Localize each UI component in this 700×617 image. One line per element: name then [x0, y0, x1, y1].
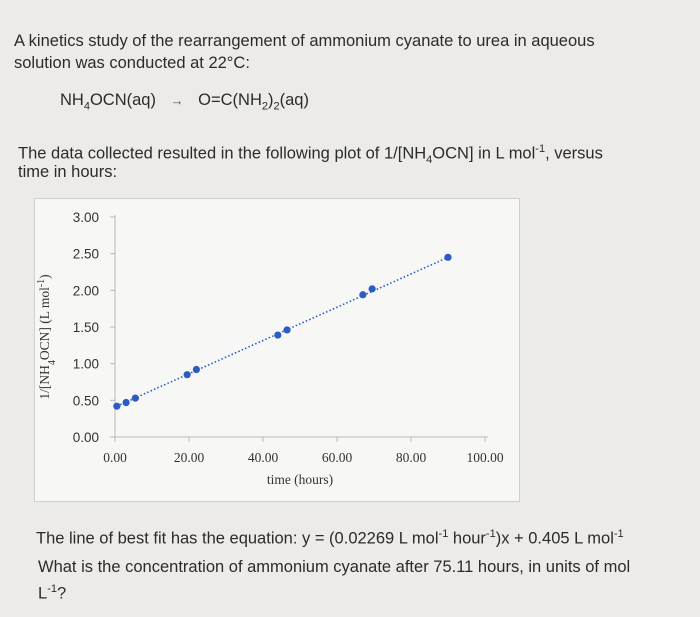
data-point — [131, 394, 139, 402]
y-axis-label: 1/[NH4OCN] (L mol-1) — [36, 274, 58, 399]
x-tick-label: 0.00 — [103, 450, 127, 465]
data-point — [192, 365, 200, 374]
x-axis-label: time (hours) — [267, 472, 333, 487]
question-line2: L-1? — [38, 583, 67, 603]
best-fit-equation: The line of best fit has the equation: y… — [36, 528, 624, 548]
x-tick-label: 80.00 — [396, 450, 427, 465]
y-tick-label: 0.50 — [73, 393, 99, 408]
intro-text-line1: A kinetics study of the rearrangement of… — [14, 32, 595, 50]
reaction-reactant: NH4OCN(aq) — [60, 91, 156, 113]
trendline — [116, 256, 449, 407]
data-description-line1: The data collected resulted in the follo… — [18, 143, 603, 166]
chart-panel: 0.00 0.50 1.00 1.50 2.00 2.50 3.00 0.00 20.00 40.… — [34, 198, 520, 502]
x-tick-label: 60.00 — [322, 450, 353, 465]
reaction-equation: NH4OCN(aq) → O=C(NH2)2(aq) — [60, 91, 309, 112]
y-tick-label: 1.50 — [73, 320, 99, 335]
y-tick-label: 2.50 — [73, 247, 99, 262]
x-tick-label: 20.00 — [174, 450, 205, 465]
data-point — [274, 331, 282, 339]
data-point — [368, 285, 376, 293]
x-tick-label: 100.00 — [466, 450, 503, 465]
scatter-chart: 0.00 0.50 1.00 1.50 2.00 2.50 3.00 0.00 20.00 40.… — [36, 210, 504, 487]
data-point — [113, 402, 121, 410]
data-description-line2: time in hours: — [18, 163, 118, 181]
reaction-product: O=C(NH2)2(aq) — [198, 91, 309, 113]
data-point — [444, 253, 452, 261]
reaction-arrow: → — [170, 93, 184, 108]
question-line1: What is the concentration of ammonium cy… — [38, 558, 631, 576]
data-point — [283, 326, 291, 334]
y-tick-label: 3.00 — [73, 210, 99, 225]
y-tick-label: 2.00 — [73, 283, 99, 298]
data-point — [359, 291, 367, 299]
y-tick-label: 0.00 — [73, 430, 99, 445]
y-tick-label: 1.00 — [73, 357, 99, 372]
intro-text-line2: solution was conducted at 22°C: — [14, 54, 250, 72]
data-point — [122, 398, 130, 407]
x-tick-label: 40.00 — [248, 450, 279, 465]
data-point — [183, 371, 191, 379]
